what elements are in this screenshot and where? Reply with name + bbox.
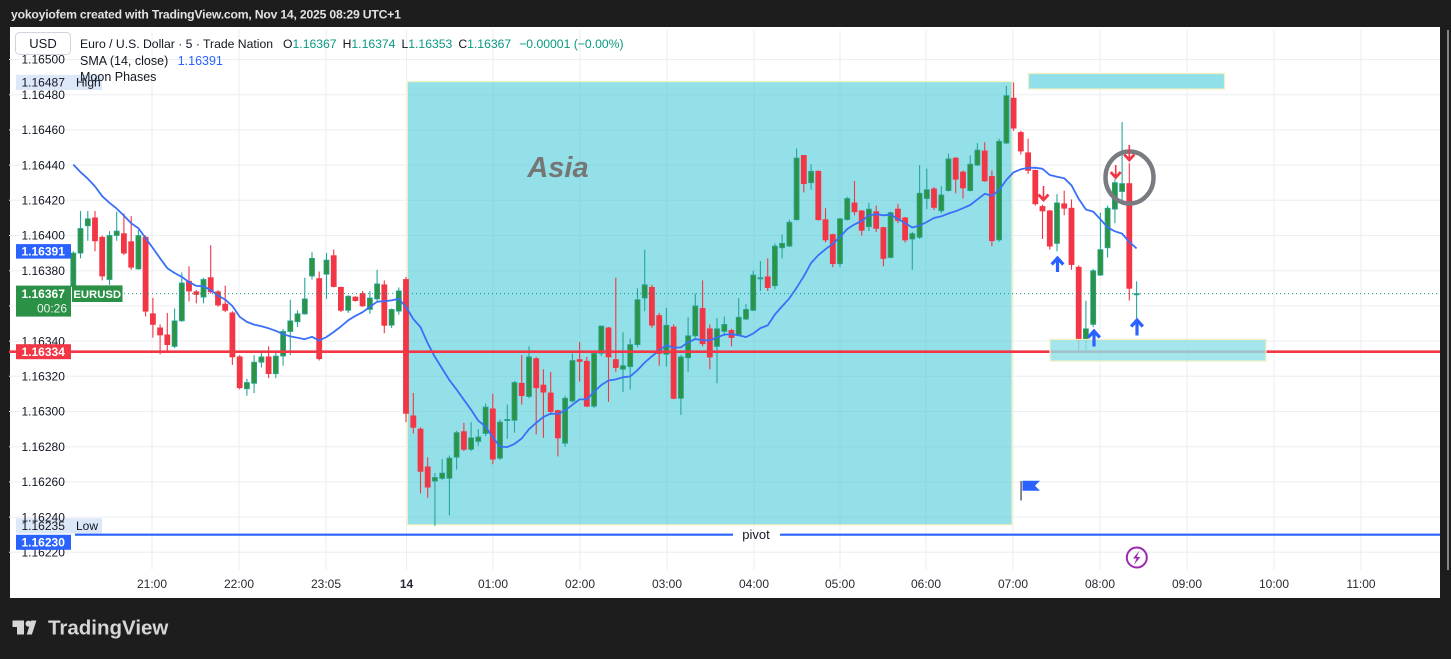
svg-text:1.16487: 1.16487 — [22, 76, 66, 90]
svg-text:07:00: 07:00 — [998, 577, 1028, 591]
svg-text:Euro / U.S. Dollar · 5 · Trade: Euro / U.S. Dollar · 5 · Trade Nation O1.… — [80, 37, 624, 51]
svg-text:Moon Phases: Moon Phases — [80, 70, 156, 84]
svg-text:08:00: 08:00 — [1085, 577, 1115, 591]
svg-text:1.16400: 1.16400 — [22, 229, 66, 243]
svg-text:1.16500: 1.16500 — [22, 53, 66, 67]
svg-text:yokoyiofem created with Tradin: yokoyiofem created with TradingView.com,… — [11, 8, 401, 22]
svg-text:pivot: pivot — [742, 527, 770, 542]
svg-text:03:00: 03:00 — [652, 577, 682, 591]
svg-text:1.16240: 1.16240 — [22, 510, 66, 524]
svg-text:1.16420: 1.16420 — [22, 194, 66, 208]
svg-text:10:00: 10:00 — [1259, 577, 1289, 591]
svg-text:23:05: 23:05 — [311, 577, 341, 591]
svg-text:11:00: 11:00 — [1346, 577, 1375, 591]
svg-text:1.16280: 1.16280 — [22, 440, 66, 454]
svg-text:1.16334: 1.16334 — [22, 345, 66, 359]
svg-text:1.16391: 1.16391 — [22, 245, 66, 259]
svg-text:1.16260: 1.16260 — [22, 475, 66, 489]
svg-text:05:00: 05:00 — [825, 577, 855, 591]
svg-text:00:26: 00:26 — [37, 302, 67, 316]
svg-text:High: High — [76, 76, 101, 90]
svg-text:TradingView: TradingView — [48, 617, 168, 640]
svg-text:1.16440: 1.16440 — [22, 158, 66, 172]
svg-text:USD: USD — [29, 36, 56, 51]
svg-text:1.16235: 1.16235 — [22, 519, 66, 533]
svg-text:1.16320: 1.16320 — [22, 370, 66, 384]
svg-text:SMA (14, close) 1.16391: SMA (14, close) 1.16391 — [80, 54, 223, 68]
svg-text:22:00: 22:00 — [224, 577, 254, 591]
svg-text:EURUSD: EURUSD — [73, 289, 121, 301]
svg-text:06:00: 06:00 — [911, 577, 941, 591]
svg-text:1.16460: 1.16460 — [22, 123, 66, 137]
svg-text:1.16300: 1.16300 — [22, 405, 66, 419]
svg-text:1.16230: 1.16230 — [22, 536, 66, 550]
svg-text:1.16367: 1.16367 — [22, 287, 66, 301]
svg-text:09:00: 09:00 — [1172, 577, 1202, 591]
svg-text:21:00: 21:00 — [137, 577, 167, 591]
svg-text:02:00: 02:00 — [565, 577, 595, 591]
svg-text:Low: Low — [76, 519, 98, 533]
svg-text:14: 14 — [400, 577, 414, 591]
svg-text:1.16480: 1.16480 — [22, 88, 66, 102]
svg-text:01:00: 01:00 — [478, 577, 508, 591]
svg-text:Asia: Asia — [526, 152, 588, 184]
svg-text:04:00: 04:00 — [739, 577, 769, 591]
svg-text:1.16380: 1.16380 — [22, 264, 66, 278]
